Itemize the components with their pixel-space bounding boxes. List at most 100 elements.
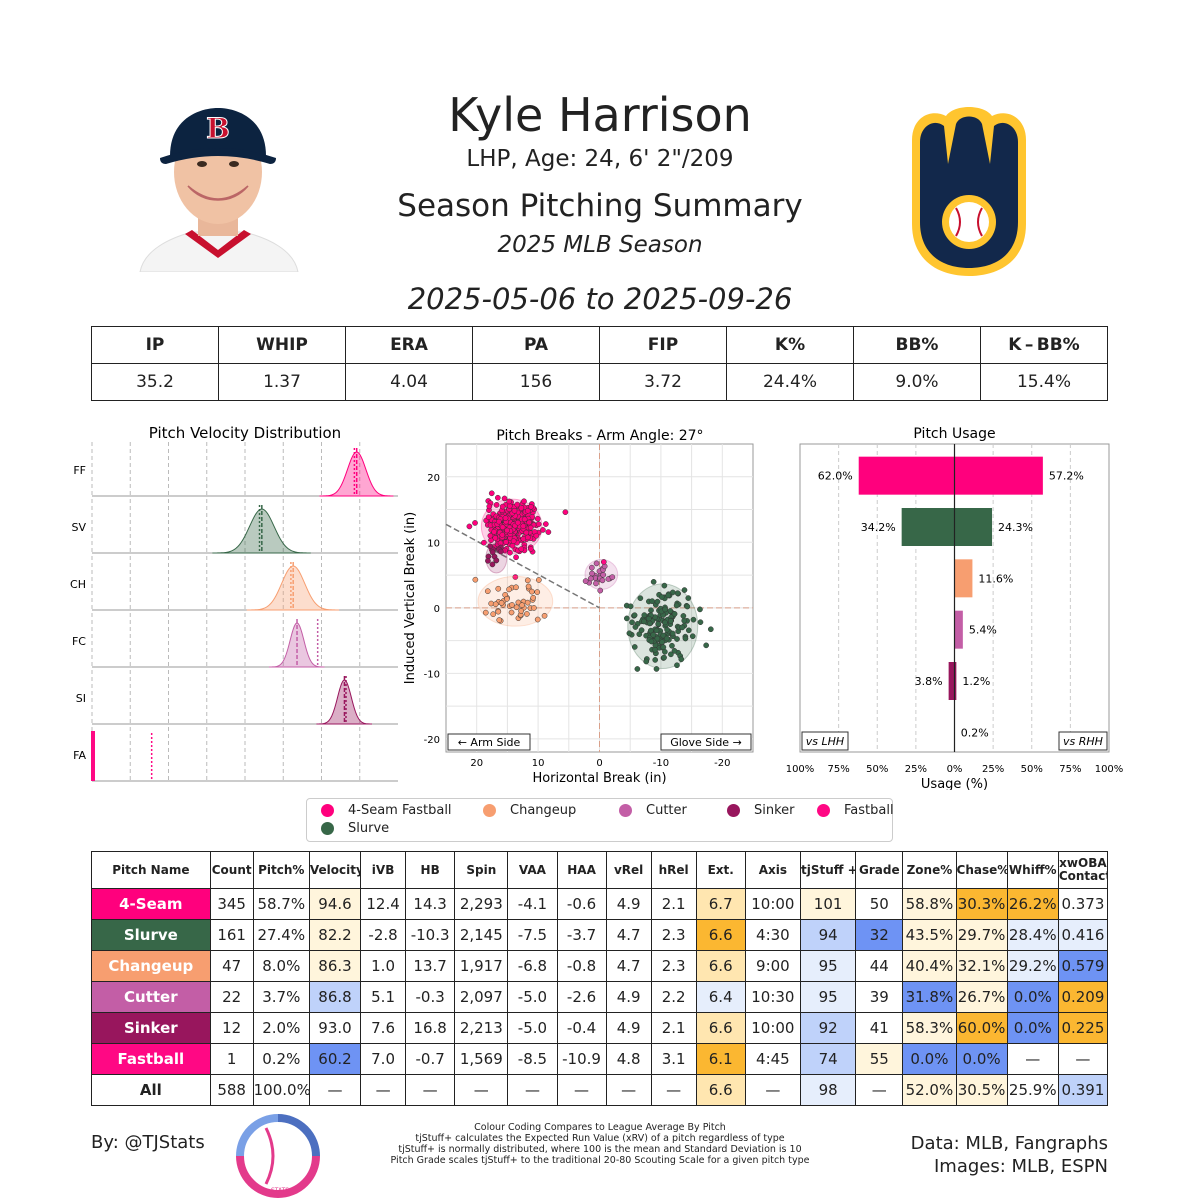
stat-value: 156 — [472, 363, 600, 401]
table-cell: — — [360, 1074, 407, 1106]
stat-header: PA — [472, 326, 600, 364]
pitch-point — [495, 608, 502, 615]
table-cell: 6.6 — [695, 950, 746, 982]
table-cell: 52.0% — [902, 1074, 957, 1106]
table-cell: -0.8 — [556, 950, 607, 982]
pitch-point — [690, 616, 697, 623]
table-cell: 0.391 — [1057, 1074, 1109, 1106]
pitch-point — [588, 564, 595, 571]
pitch-point — [481, 539, 487, 546]
logo-text: STATS — [271, 1187, 289, 1194]
x-tick-label: 100% — [1095, 764, 1124, 775]
lhh-box — [801, 731, 849, 751]
table-cell: — — [744, 1074, 802, 1106]
usage-bar-rhh — [954, 559, 973, 598]
table-cell: 41 — [855, 1012, 904, 1044]
legend-swatch — [321, 822, 334, 835]
pitch-point — [562, 509, 569, 516]
table-cell: 29.7% — [955, 919, 1008, 951]
table-header: Pitch% — [252, 851, 310, 889]
x-tick-label: -10 — [653, 758, 669, 769]
table-cell: — — [650, 1074, 697, 1106]
table-cell: 345 — [209, 888, 254, 920]
x-tick-label: 90 — [315, 789, 328, 790]
pitch-point — [684, 603, 691, 610]
table-cell: 1,569 — [454, 1043, 509, 1075]
pitch-point — [493, 557, 500, 564]
pitch-point — [647, 627, 654, 634]
pitch-point — [494, 494, 501, 501]
pitch-point — [504, 527, 510, 534]
table-cell: 2.1 — [650, 1012, 697, 1044]
pitch-point — [513, 554, 519, 561]
table-cell: 32 — [855, 919, 904, 951]
table-cell: 92 — [799, 1012, 857, 1044]
table-cell: 86.8 — [308, 981, 362, 1013]
row-label: CH — [70, 578, 86, 591]
cap-logo-letter: B — [206, 112, 230, 145]
table-cell: 32.1% — [955, 950, 1008, 982]
table-cell: -8.5 — [507, 1043, 558, 1075]
pitch-point — [541, 612, 548, 619]
pitch-point — [649, 598, 656, 604]
table-cell: 4.9 — [605, 1012, 652, 1044]
pitch-point — [654, 635, 661, 642]
table-cell: 58.3% — [902, 1012, 957, 1044]
table-cell: 2.2 — [650, 981, 697, 1013]
table-cell: 0.579 — [1057, 950, 1109, 982]
x-tick-label: 50% — [866, 764, 888, 775]
pitch-name-cell: 4-Seam — [91, 888, 211, 920]
table-cell: 26.2% — [1006, 888, 1059, 920]
table-cell: -0.4 — [556, 1012, 607, 1044]
pitch-point — [515, 519, 521, 526]
usage-label-lhh: 62.0% — [818, 470, 853, 483]
pitch-point — [528, 588, 535, 595]
pitch-point — [524, 599, 531, 606]
table-cell: 2.3 — [650, 919, 697, 951]
usage-label-rhh: 1.2% — [962, 675, 990, 688]
table-cell: 6.6 — [695, 1074, 746, 1106]
pitch-point — [623, 615, 630, 622]
table-cell: 4.8 — [605, 1043, 652, 1075]
table-cell: -7.5 — [507, 919, 558, 951]
table-cell: — — [1057, 1043, 1109, 1075]
pitch-point — [542, 521, 549, 527]
table-cell: 3.7% — [252, 981, 310, 1013]
table-cell: 47 — [209, 950, 254, 982]
pitch-name-cell: Fastball — [91, 1043, 211, 1075]
glove-side-box — [660, 733, 752, 751]
table-cell: -0.7 — [405, 1043, 456, 1075]
lhh-label: vs LHH — [806, 735, 844, 748]
table-cell: -0.3 — [405, 981, 456, 1013]
pitch-point — [653, 627, 660, 634]
pitch-point — [508, 609, 515, 616]
table-cell: 2,213 — [454, 1012, 509, 1044]
x-axis-label: Usage (%) — [921, 777, 988, 790]
table-cell: 6.7 — [695, 888, 746, 920]
pitch-point — [668, 651, 674, 658]
pitch-point — [589, 570, 595, 577]
stat-value: 15.4% — [980, 363, 1108, 401]
pitch-point — [609, 574, 616, 580]
x-axis-label: Horizontal Break (in) — [532, 771, 666, 786]
pitch-point — [490, 611, 497, 618]
table-cell: -3.7 — [556, 919, 607, 951]
table-cell: 22 — [209, 981, 254, 1013]
table-cell: 95 — [799, 981, 857, 1013]
pitch-point — [600, 572, 607, 578]
table-cell: 0.0% — [1006, 981, 1059, 1013]
pitch-point — [652, 646, 658, 653]
legend-item: Cutter — [619, 803, 687, 818]
table-cell: 2,097 — [454, 981, 509, 1013]
x-tick-label: 95 — [353, 789, 366, 790]
table-cell: 0.0% — [902, 1043, 957, 1075]
legend-label: Cutter — [646, 803, 687, 818]
table-header: Spin — [454, 851, 509, 889]
usage-label-rhh: 57.2% — [1049, 470, 1084, 483]
usage-bar-lhh — [948, 662, 955, 700]
table-cell: 95 — [799, 950, 857, 982]
row-label: FA — [73, 749, 86, 762]
table-header: hRel — [650, 851, 697, 889]
pitch-point — [518, 546, 525, 552]
usage-bar-lhh — [858, 456, 955, 495]
